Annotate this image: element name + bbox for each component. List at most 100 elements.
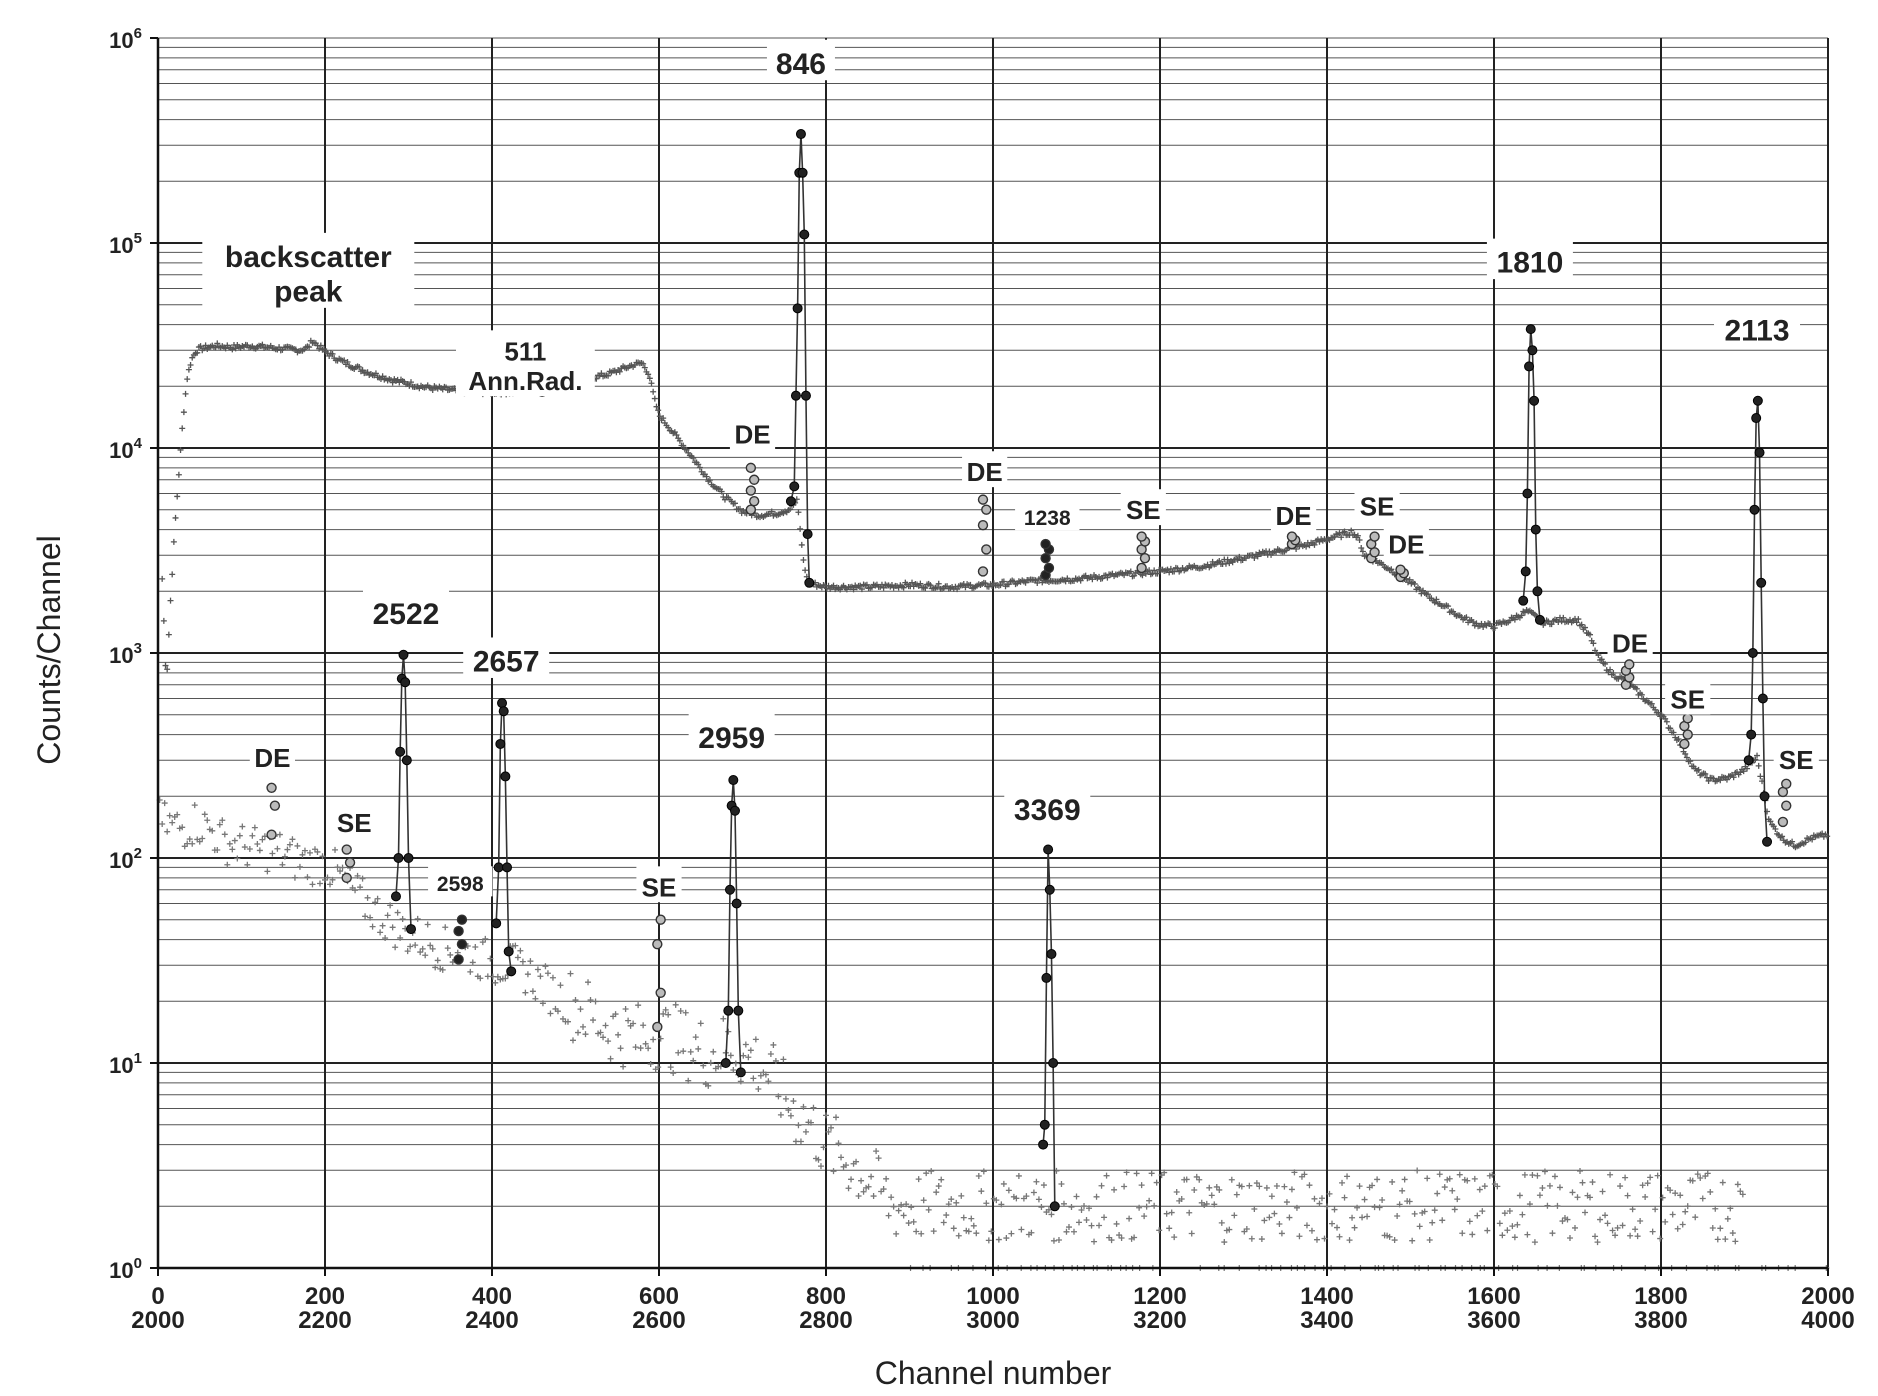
data-point bbox=[682, 1009, 689, 1016]
data-point bbox=[750, 1075, 757, 1082]
data-point bbox=[1516, 1192, 1523, 1199]
data-point bbox=[913, 1228, 920, 1235]
data-point bbox=[1286, 1214, 1293, 1221]
data-point bbox=[294, 842, 301, 849]
data-point bbox=[1276, 1220, 1283, 1227]
data-point bbox=[1633, 685, 1640, 692]
annotation-background bbox=[331, 802, 377, 838]
data-point bbox=[925, 1206, 932, 1213]
data-point bbox=[397, 934, 404, 941]
data-point bbox=[1151, 1202, 1158, 1209]
peak-point bbox=[1522, 488, 1533, 499]
data-point bbox=[1551, 1173, 1558, 1180]
data-point bbox=[602, 1022, 609, 1029]
x-tick-label-secondary: 3800 bbox=[1634, 1307, 1687, 1334]
data-point bbox=[1139, 572, 1146, 579]
data-point bbox=[442, 924, 449, 931]
data-point bbox=[1654, 1172, 1661, 1179]
annotation-background bbox=[1120, 489, 1166, 526]
data-point bbox=[179, 425, 186, 432]
data-point bbox=[1534, 1172, 1541, 1179]
data-point bbox=[695, 461, 702, 468]
data-point bbox=[1048, 1211, 1055, 1218]
small-peak-point bbox=[1682, 713, 1693, 724]
data-point bbox=[1171, 568, 1178, 575]
small-peak-point bbox=[266, 782, 277, 794]
data-point bbox=[524, 971, 531, 978]
data-point bbox=[222, 345, 229, 352]
data-point bbox=[830, 1168, 837, 1175]
small-peak-point bbox=[1040, 553, 1051, 564]
data-point bbox=[1411, 1210, 1418, 1217]
data-point bbox=[1334, 1224, 1341, 1231]
data-point bbox=[1607, 1171, 1614, 1178]
data-point bbox=[622, 1006, 629, 1013]
x-tick-label: 2000 bbox=[1801, 1283, 1854, 1310]
data-point bbox=[1318, 1195, 1325, 1202]
y-tick-label: 101 bbox=[109, 1050, 142, 1078]
data-point bbox=[1045, 1206, 1052, 1213]
data-point bbox=[975, 1172, 982, 1179]
data-point bbox=[254, 841, 261, 848]
annotation-background bbox=[1714, 306, 1801, 347]
data-point bbox=[1374, 1176, 1381, 1183]
annotation-label: DE bbox=[967, 457, 1003, 487]
data-point bbox=[259, 836, 266, 843]
data-point bbox=[527, 958, 534, 965]
data-point bbox=[895, 1207, 902, 1214]
data-point bbox=[858, 1177, 865, 1184]
data-point bbox=[427, 942, 434, 949]
data-point bbox=[1256, 1183, 1263, 1190]
data-point bbox=[1364, 1213, 1371, 1220]
data-point bbox=[1496, 1220, 1503, 1227]
data-point bbox=[983, 1200, 990, 1207]
data-point bbox=[1098, 1182, 1105, 1189]
data-point bbox=[973, 1230, 980, 1237]
data-point bbox=[1627, 1232, 1634, 1239]
data-point bbox=[1216, 1186, 1223, 1193]
data-point bbox=[1291, 1169, 1298, 1176]
annotation-label: SE bbox=[1126, 495, 1161, 525]
peak-point bbox=[498, 706, 509, 717]
data-point bbox=[1619, 1222, 1626, 1229]
data-point bbox=[1126, 1215, 1133, 1222]
peak-point bbox=[493, 862, 504, 873]
peak-point bbox=[797, 167, 808, 178]
data-point bbox=[1088, 1222, 1095, 1229]
data-point bbox=[337, 868, 344, 875]
data-point bbox=[1068, 1204, 1075, 1211]
data-point bbox=[567, 970, 574, 977]
data-point bbox=[1311, 1195, 1318, 1202]
x-tick-label-secondary: 2400 bbox=[465, 1307, 518, 1334]
peak-point bbox=[1524, 361, 1535, 372]
data-point bbox=[1226, 1226, 1233, 1233]
annotation-label: 2657 bbox=[473, 645, 540, 678]
data-point bbox=[787, 1112, 794, 1119]
annotation-background bbox=[1015, 500, 1080, 531]
small-peak-point bbox=[341, 844, 352, 855]
data-point bbox=[1730, 774, 1737, 781]
peak-point bbox=[1762, 836, 1773, 847]
data-point bbox=[1321, 1235, 1328, 1242]
data-point bbox=[196, 838, 203, 845]
data-point bbox=[1406, 1198, 1413, 1205]
x-tick-label: 800 bbox=[806, 1283, 846, 1310]
data-point bbox=[359, 875, 366, 882]
data-point bbox=[184, 840, 191, 847]
data-point bbox=[1739, 1191, 1746, 1198]
data-point bbox=[434, 957, 441, 964]
peak-point bbox=[1754, 447, 1765, 458]
small-peak-point bbox=[977, 494, 989, 505]
data-point bbox=[1146, 567, 1153, 574]
data-point bbox=[1236, 553, 1243, 560]
data-point bbox=[184, 376, 191, 383]
data-point bbox=[615, 1031, 622, 1038]
data-point bbox=[1772, 826, 1779, 833]
data-point bbox=[590, 1017, 597, 1024]
data-point bbox=[1311, 541, 1318, 548]
data-point bbox=[1564, 1216, 1571, 1223]
data-point bbox=[1521, 1171, 1528, 1178]
small-peak-point bbox=[1682, 729, 1693, 740]
small-peak-point bbox=[456, 938, 468, 950]
data-point bbox=[718, 488, 725, 495]
